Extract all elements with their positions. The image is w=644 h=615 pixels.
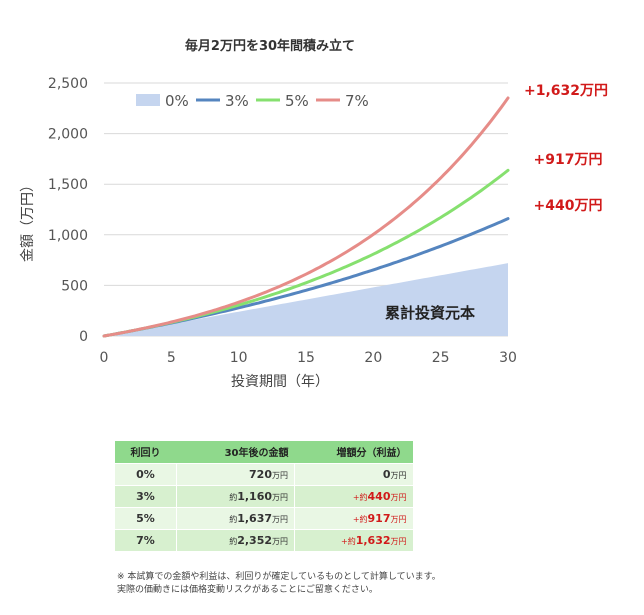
gain-label: +440万円 — [534, 198, 603, 214]
line-series-3 — [102, 96, 510, 338]
table-row: 7% 約2,352万円 +約1,632万円 — [114, 528, 413, 551]
footnote-line: ※ 本試算での金額や利益は、利回りが確定しているものとして計算しています。 — [117, 572, 441, 582]
summary-table: 利回り 30年後の金額 増額分（利益） 0% 720万円 0万円 3% 約1,160万円… — [114, 441, 413, 551]
y-tick-label: 0 — [79, 329, 88, 345]
x-tick-label: 25 — [432, 350, 450, 366]
header-rate: 利回り — [114, 441, 177, 463]
y-tick-labels: 0 500 1,000 1,500 2,000 2,500 — [48, 76, 88, 345]
x-tick-label: 30 — [499, 350, 517, 366]
legend-swatch — [136, 94, 160, 106]
table-header-row: 利回り 30年後の金額 増額分（利益） — [114, 441, 413, 463]
legend-label: 7% — [345, 92, 369, 110]
table-row: 0% 720万円 0万円 — [114, 462, 413, 485]
table-row: 5% 約1,637万円 +約917万円 — [114, 506, 413, 529]
header-gain: 増額分（利益） — [294, 441, 413, 463]
y-tick-label: 2,500 — [48, 76, 88, 92]
x-tick-label: 10 — [230, 350, 248, 366]
amount-cell: 約2,352万円 — [176, 528, 295, 551]
gain-cell: 0万円 — [294, 462, 413, 485]
gain-cell: +約1,632万円 — [294, 528, 413, 551]
x-tick-label: 15 — [297, 350, 315, 366]
gain-label: +917万円 — [534, 152, 603, 168]
rate-cell: 5% — [114, 506, 177, 529]
footnote-line: 実際の価動きには価格変動リスクがあることにご留意ください。 — [117, 585, 378, 595]
gain-label: +1,632万円 — [524, 83, 608, 99]
x-tick-label: 20 — [364, 350, 382, 366]
y-tick-label: 1,000 — [48, 228, 88, 244]
legend: 0% 3% 5% 7% — [136, 92, 369, 110]
legend-label: 5% — [285, 92, 309, 110]
rate-cell: 3% — [114, 484, 177, 507]
legend-label: 3% — [225, 92, 249, 110]
legend-label: 0% — [165, 92, 189, 110]
amount-cell: 約1,160万円 — [176, 484, 295, 507]
gain-cell: +約440万円 — [294, 484, 413, 507]
amount-cell: 720万円 — [176, 462, 295, 485]
gain-cell: +約917万円 — [294, 506, 413, 529]
table-row: 3% 約1,160万円 +約440万円 — [114, 484, 413, 507]
x-axis-title: 投資期間（年） — [231, 374, 329, 390]
y-axis-title: 金額（万円） — [20, 178, 36, 262]
x-tick-label: 5 — [167, 350, 176, 366]
x-tick-label: 0 — [100, 350, 109, 366]
header-amount: 30年後の金額 — [176, 441, 295, 463]
y-tick-label: 2,000 — [48, 127, 88, 143]
rate-cell: 0% — [114, 462, 177, 485]
y-tick-label: 1,500 — [48, 177, 88, 193]
area-label: 累計投資元本 — [385, 304, 475, 322]
area-series-0 — [104, 263, 508, 336]
footnotes: ※ 本試算での金額や利益は、利回りが確定しているものとして計算しています。 実際… — [117, 571, 441, 597]
rate-cell: 7% — [114, 528, 177, 551]
area-layer — [104, 263, 508, 336]
table-body: 0% 720万円 0万円 3% 約1,160万円 +約440万円 5% 約1,637万円 +約9… — [114, 462, 413, 551]
x-tick-labels: 0 5 10 15 20 25 30 — [100, 350, 517, 366]
y-tick-label: 500 — [61, 278, 88, 294]
amount-cell: 約1,637万円 — [176, 506, 295, 529]
chart-title: 毎月2万円を30年間積み立て — [185, 38, 355, 54]
line-layer — [102, 96, 510, 338]
gain-labels: +1,632万円 +917万円 +440万円 — [524, 83, 608, 214]
growth-chart: 毎月2万円を30年間積み立て 05001,0001,5002,0002,500 … — [20, 38, 608, 390]
